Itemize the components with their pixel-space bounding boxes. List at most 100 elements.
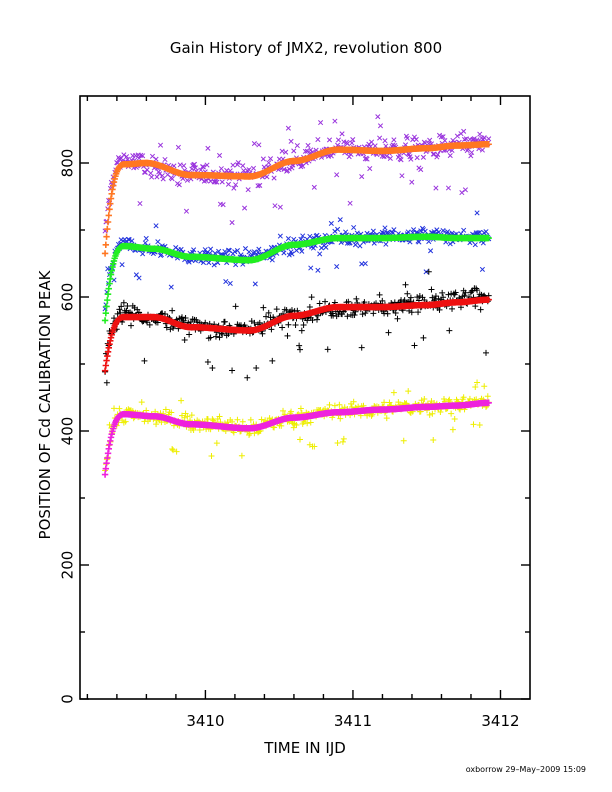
- data-point: [225, 181, 232, 187]
- data-point: [207, 334, 214, 341]
- data-point: [186, 259, 192, 265]
- data-point: [322, 298, 329, 305]
- data-point: [286, 252, 292, 258]
- data-point: [104, 291, 112, 298]
- data-point: [256, 246, 262, 252]
- data-point: [284, 332, 291, 339]
- data-point: [229, 418, 236, 425]
- data-point: [420, 334, 427, 341]
- data-point: [367, 166, 373, 172]
- data-point: [118, 303, 125, 310]
- data-point: [335, 226, 341, 232]
- data-point: [267, 156, 274, 162]
- data-point: [484, 393, 491, 400]
- data-point: [474, 210, 480, 216]
- data-point: [350, 398, 357, 405]
- data-point: [140, 153, 146, 159]
- data-point: [372, 143, 378, 149]
- data-point: [143, 235, 149, 242]
- data-point: [324, 346, 331, 353]
- data-point: [101, 250, 109, 257]
- data-point: [279, 324, 286, 331]
- y-tick-label: 800: [59, 149, 77, 178]
- data-point: [440, 294, 447, 301]
- data-point: [392, 310, 399, 317]
- data-point: [157, 142, 164, 148]
- data-point: [256, 319, 263, 326]
- data-point: [390, 389, 397, 396]
- data-point: [291, 148, 297, 154]
- data-point: [213, 440, 220, 447]
- data-point: [272, 203, 278, 209]
- data-point: [104, 225, 111, 233]
- data-point: [326, 401, 333, 408]
- data-point: [418, 166, 424, 173]
- data-point: [239, 418, 246, 425]
- data-point: [251, 430, 258, 437]
- data-point: [352, 242, 359, 248]
- footer-credit: oxborrow 29–May–2009 15:09: [466, 765, 586, 774]
- data-point: [105, 212, 112, 219]
- data-point: [148, 170, 154, 176]
- data-point: [407, 294, 414, 301]
- data-point: [432, 293, 439, 300]
- data-point: [404, 135, 410, 141]
- data-point: [439, 289, 446, 296]
- data-point: [350, 137, 356, 143]
- data-point: [278, 422, 285, 429]
- data-point: [331, 402, 338, 409]
- data-point: [472, 303, 479, 310]
- data-point: [271, 175, 277, 181]
- data-point: [283, 149, 289, 155]
- data-point: [219, 179, 225, 185]
- data-point: [334, 439, 341, 446]
- data-point: [136, 155, 142, 161]
- data-point: [281, 166, 287, 172]
- data-point: [190, 427, 197, 434]
- data-point: [204, 358, 211, 365]
- data-point: [461, 227, 467, 233]
- data-point: [477, 131, 483, 137]
- data-point: [168, 284, 174, 290]
- data-point: [359, 311, 366, 318]
- data-point: [411, 342, 418, 349]
- data-point: [486, 136, 492, 142]
- data-point: [124, 303, 131, 310]
- data-point: [231, 185, 237, 191]
- data-point: [244, 374, 251, 381]
- data-point: [483, 229, 489, 235]
- data-point: [382, 225, 388, 231]
- data-point: [104, 218, 112, 226]
- data-point: [181, 336, 188, 343]
- data-point: [103, 233, 110, 240]
- data-point: [271, 424, 278, 431]
- data-point: [344, 141, 350, 147]
- data-point: [285, 236, 291, 242]
- data-point: [427, 137, 433, 143]
- y-tick-label: 600: [59, 283, 77, 312]
- data-point: [334, 264, 340, 270]
- data-point: [273, 306, 280, 313]
- data-point: [300, 322, 307, 329]
- data-point: [345, 298, 352, 305]
- data-point: [200, 259, 206, 266]
- data-point: [359, 173, 365, 180]
- data-point: [208, 246, 214, 252]
- data-point: [175, 144, 181, 150]
- data-point: [459, 190, 465, 196]
- plot-frame: [79, 95, 531, 700]
- data-point: [442, 138, 448, 144]
- data-point: [429, 410, 436, 417]
- data-point: [408, 309, 415, 316]
- data-point: [260, 304, 267, 311]
- data-point: [483, 349, 490, 356]
- data-point: [285, 321, 292, 328]
- data-point: [277, 233, 283, 239]
- data-point: [232, 249, 238, 255]
- data-point: [481, 383, 488, 390]
- data-point: [216, 334, 223, 341]
- data-point: [470, 421, 477, 428]
- data-point: [421, 395, 428, 402]
- data-point: [304, 420, 311, 427]
- data-point: [233, 182, 239, 188]
